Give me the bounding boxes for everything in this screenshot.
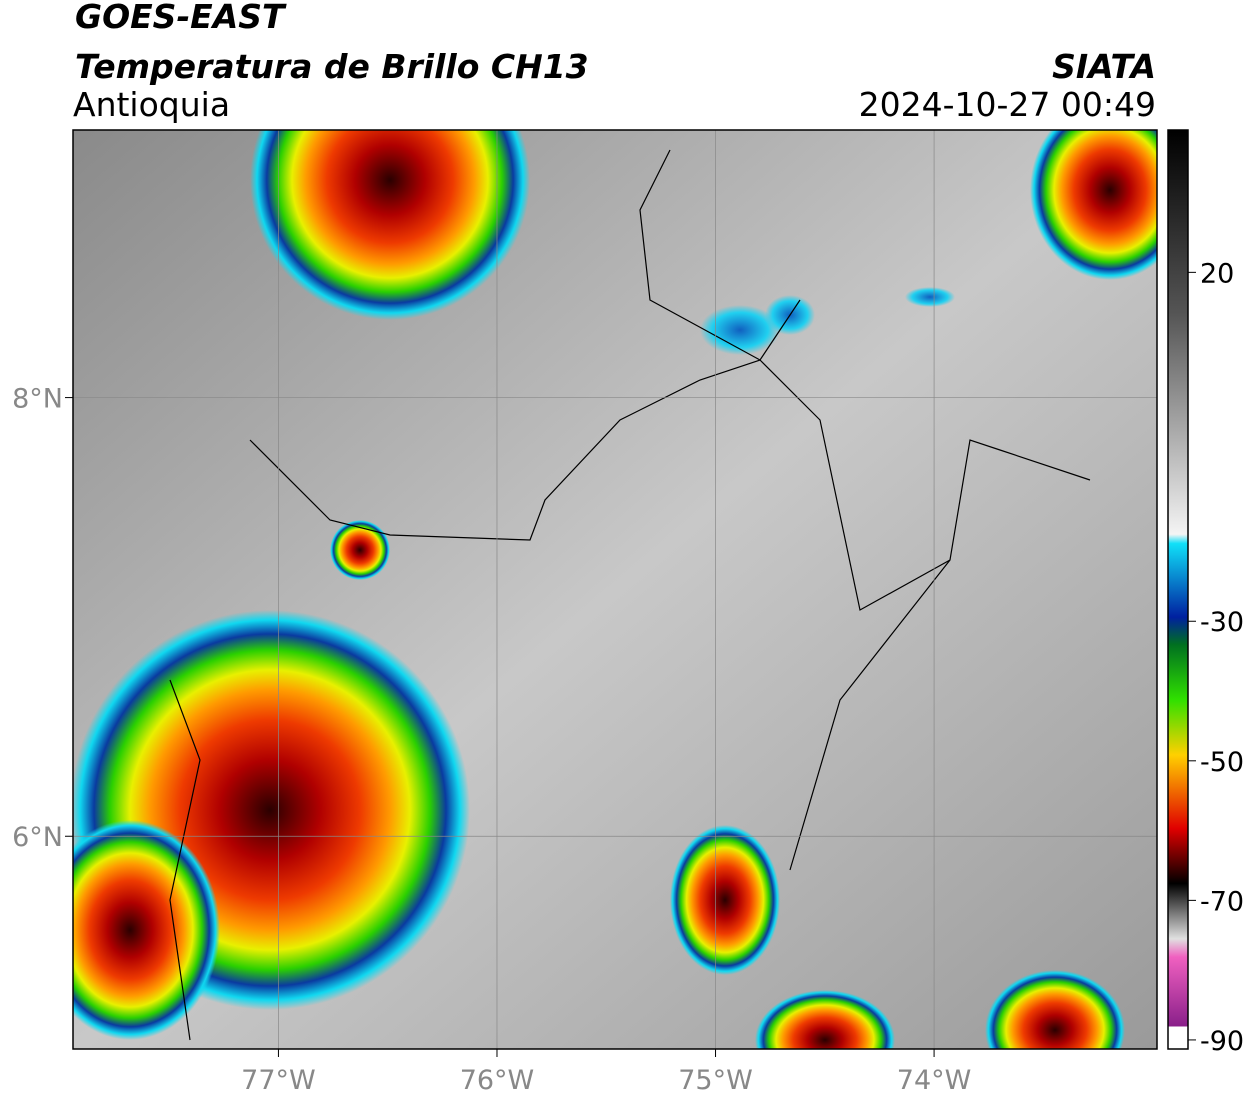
datetime: 2024-10-27 00:49 — [859, 85, 1156, 124]
colorbar-label: -50 — [1200, 747, 1244, 778]
x-tick-label: 76°W — [460, 1065, 535, 1096]
x-tick-label: 74°W — [897, 1065, 972, 1096]
colorbar — [1167, 129, 1189, 1050]
y-tick-label: 6°N — [12, 822, 63, 853]
colorbar-label: -70 — [1200, 886, 1244, 917]
region: Antioquia — [73, 85, 230, 124]
colorbar-label: -90 — [1200, 1026, 1244, 1057]
x-tick-label: 77°W — [241, 1065, 316, 1096]
subtitle: Temperatura de Brillo CH13 — [75, 47, 589, 86]
y-tick-label: 8°N — [12, 384, 63, 415]
map-image — [73, 130, 1157, 1049]
colorbar-label: 20 — [1200, 258, 1234, 289]
title: GOES-EAST — [75, 0, 287, 36]
colorbar-label: -30 — [1200, 607, 1244, 638]
x-tick-label: 75°W — [678, 1065, 753, 1096]
map-frame — [72, 129, 1158, 1050]
source: SIATA — [1052, 47, 1156, 86]
